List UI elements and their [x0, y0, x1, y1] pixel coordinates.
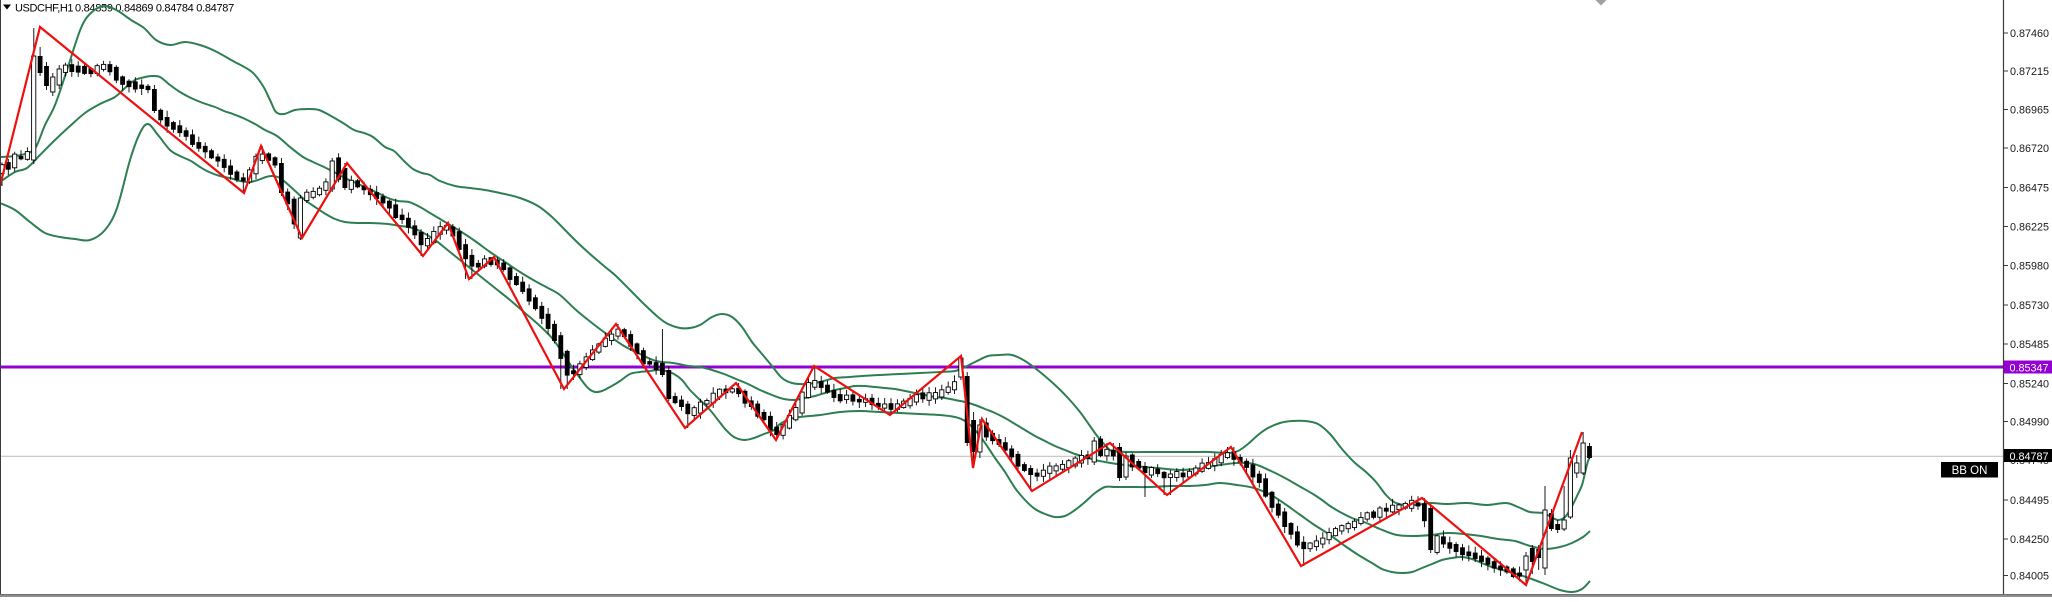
- svg-text:BB ON: BB ON: [1952, 465, 1988, 477]
- svg-text:0.86225: 0.86225: [2010, 221, 2049, 233]
- svg-text:USDCHF,H1: USDCHF,H1: [15, 3, 73, 15]
- svg-text:0.85730: 0.85730: [2010, 300, 2049, 312]
- svg-text:0.84787: 0.84787: [2010, 451, 2049, 463]
- svg-text:0.84859 0.84869 0.84784 0.8478: 0.84859 0.84869 0.84784 0.84787: [75, 3, 234, 15]
- svg-text:0.87215: 0.87215: [2010, 66, 2049, 78]
- svg-text:0.86965: 0.86965: [2010, 104, 2049, 116]
- svg-text:0.84990: 0.84990: [2010, 416, 2049, 428]
- svg-text:0.84250: 0.84250: [2010, 534, 2049, 546]
- svg-text:0.85980: 0.85980: [2010, 260, 2049, 272]
- svg-text:0.85240: 0.85240: [2010, 378, 2049, 390]
- svg-text:0.84005: 0.84005: [2010, 570, 2049, 582]
- svg-text:0.86720: 0.86720: [2010, 143, 2049, 155]
- svg-text:0.85485: 0.85485: [2010, 339, 2049, 351]
- svg-text:0.84495: 0.84495: [2010, 495, 2049, 507]
- svg-text:0.87460: 0.87460: [2010, 28, 2049, 40]
- svg-text:0.85347: 0.85347: [2010, 362, 2049, 374]
- svg-text:0.86475: 0.86475: [2010, 182, 2049, 194]
